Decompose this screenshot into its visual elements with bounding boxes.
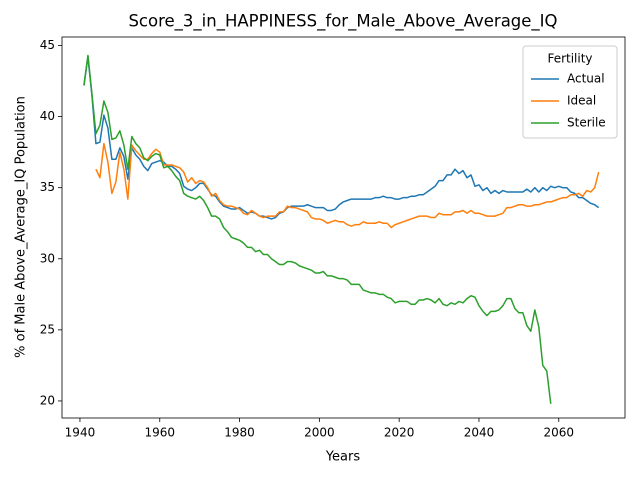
y-tick-label: 40 — [40, 109, 55, 123]
x-tick-label: 1980 — [224, 426, 255, 440]
data-line — [83, 56, 600, 220]
x-tick-label: 2060 — [543, 426, 574, 440]
x-tick-label: 2000 — [304, 426, 335, 440]
chart-title: Score_3_in_HAPPINESS_for_Male_Above_Aver… — [128, 12, 557, 32]
legend-label: Ideal — [567, 94, 596, 108]
y-tick-label: 25 — [40, 322, 55, 336]
legend-title: Fertility — [547, 52, 592, 66]
x-tick-label: 2020 — [384, 426, 415, 440]
plot-frame — [61, 36, 626, 419]
y-tick-label: 30 — [40, 251, 55, 265]
x-axis-label: Years — [325, 450, 361, 465]
y-axis-label: % of Male Above_Average_IQ Population — [14, 96, 29, 358]
legend-label: Sterile — [567, 116, 606, 130]
y-tick-label: 20 — [40, 393, 55, 407]
x-tick-label: 1960 — [144, 426, 175, 440]
x-tick-label: 2040 — [464, 426, 495, 440]
y-tick-label: 45 — [40, 38, 55, 52]
legend-box — [522, 45, 618, 139]
data-line — [83, 54, 552, 404]
legend-label: Actual — [567, 72, 605, 86]
y-tick-label: 35 — [40, 180, 55, 194]
data-line — [95, 142, 600, 229]
x-tick-label: 1940 — [65, 426, 96, 440]
